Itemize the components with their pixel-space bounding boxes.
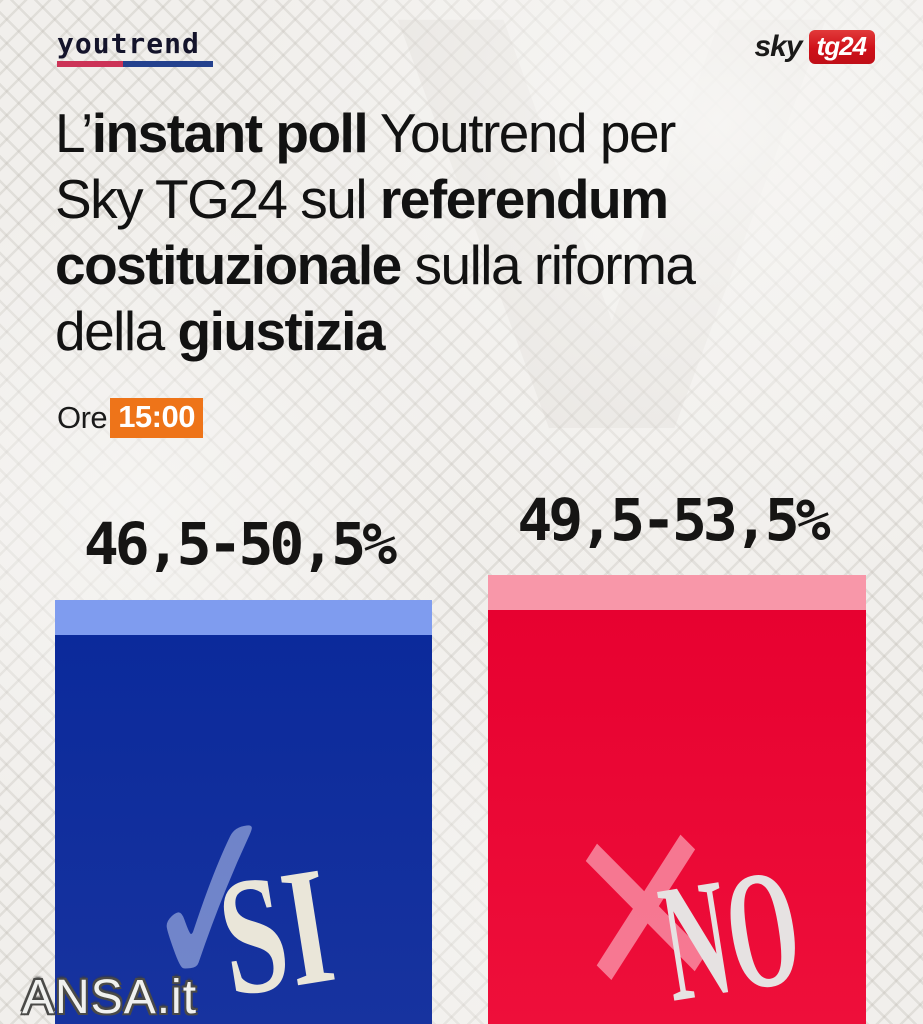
si-range-label: 46,5-50,5% [83,510,397,578]
si-bar-cap [55,599,432,635]
tg24-badge: tg24 [808,30,875,64]
underline-red-segment [57,61,123,67]
no-label: NO [649,832,812,1024]
no-bar-cap [488,574,866,610]
no-bar: ✕ NO [488,574,866,1024]
sky-logo-text: sky [754,30,802,63]
youtrend-logo: youtrend [57,30,213,67]
title-line-4: della giustizia [55,300,386,362]
title-line-2: Sky TG24 sul referendum [55,168,669,230]
no-range-label: 49,5-53,5% [517,486,830,554]
sky-tg24-logo: sky tg24 [754,30,875,64]
youtrend-logo-underline [57,61,213,67]
underline-blue-segment [122,61,213,67]
si-bar: ✓ SI [55,599,432,1024]
si-bar-body: ✓ SI [55,634,432,1024]
title-line-1: L’instant poll Youtrend per [55,102,676,164]
time-label: Ore [57,400,108,435]
time-row: Ore 15:00 [57,398,203,438]
youtrend-logo-text: youtrend [57,27,200,60]
no-bar-body: ✕ NO [488,609,866,1024]
time-badge: 15:00 [110,398,203,438]
page-title: L’instant poll Youtrend per Sky TG24 sul… [55,100,855,364]
title-line-3: costituzionale sulla riforma [55,234,696,296]
ansa-watermark: ANSA.it [22,971,198,1024]
